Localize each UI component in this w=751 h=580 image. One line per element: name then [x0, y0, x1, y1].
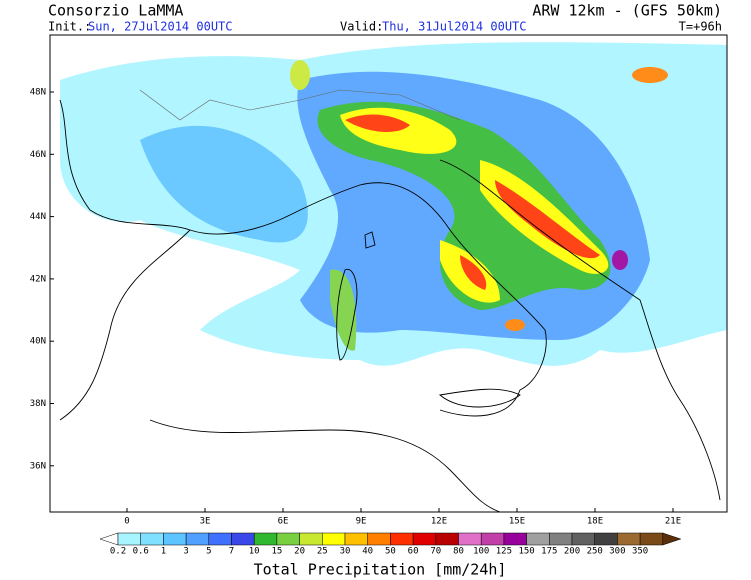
colorbar-label: 250	[587, 547, 603, 557]
colorbar-box	[503, 532, 527, 546]
colorbar-box	[367, 532, 391, 546]
colorbar-box	[458, 532, 482, 546]
coastlines	[59, 89, 721, 512]
lon-label: 18E	[587, 517, 603, 527]
border	[139, 89, 461, 121]
colorbar-label: 30	[340, 547, 351, 557]
init-time: Sun, 27Jul2014 00UTC	[88, 20, 233, 34]
colorbar-box	[231, 532, 255, 546]
colorbar-label: 70	[430, 547, 441, 557]
colorbar-label: 300	[609, 547, 625, 557]
valid-label: Valid:	[340, 20, 383, 34]
colorbar-box	[639, 532, 664, 546]
colorbar-label: 150	[518, 547, 534, 557]
colorbar-label: 25	[317, 547, 328, 557]
colorbar-label: 125	[496, 547, 512, 557]
title: Consorzio LaMMA	[48, 2, 183, 20]
colorbar-box	[549, 532, 573, 546]
coastline	[59, 229, 191, 421]
lon-label: 0	[124, 517, 129, 527]
colorbar-box	[594, 532, 618, 546]
precip-area	[140, 125, 308, 243]
colorbar-end	[99, 532, 119, 546]
island	[336, 231, 376, 361]
colorbar-box	[185, 532, 210, 546]
colorbar-label: 100	[473, 547, 489, 557]
colorbar-box	[390, 532, 414, 546]
colorbar-label: 350	[632, 547, 648, 557]
colorbar-label: 60	[408, 547, 419, 557]
colorbar-title: Total Precipitation [mm/24h]	[254, 561, 507, 579]
lat-label: 42N	[30, 274, 46, 284]
colorbar-box	[276, 532, 300, 546]
colorbar-box	[163, 532, 187, 546]
lat-label: 38N	[30, 399, 46, 409]
coastline	[59, 99, 547, 417]
lat-label: 46N	[30, 150, 46, 160]
colorbar-label: 0.6	[133, 547, 149, 557]
lat-label: 40N	[30, 337, 46, 347]
lat-label: 48N	[30, 88, 46, 98]
colorbar-box	[322, 532, 346, 546]
colorbar-label: 40	[362, 547, 373, 557]
colorbar-box	[571, 532, 595, 546]
colorbar-box	[253, 532, 278, 546]
colorbar-label: 3	[183, 547, 188, 557]
colorbar-label: 5	[206, 547, 211, 557]
colorbar-end	[662, 532, 682, 546]
precip-max	[612, 250, 628, 270]
colorbar-box	[435, 532, 459, 546]
lat-label: 36N	[30, 461, 46, 471]
colorbar-box	[208, 532, 232, 546]
colorbar-box	[344, 532, 368, 546]
colorbar-label: 10	[249, 547, 260, 557]
lon-label: 9E	[356, 517, 367, 527]
colorbar-box	[117, 532, 141, 546]
colorbar-box	[299, 532, 323, 546]
precip-field	[59, 42, 727, 512]
colorbar-label: 7	[229, 547, 234, 557]
precip-area	[330, 269, 357, 351]
coastline	[149, 419, 501, 512]
precip-area	[317, 101, 611, 310]
map-frame	[49, 34, 728, 513]
lon-label: 6E	[278, 517, 289, 527]
lon-label: 21E	[665, 517, 681, 527]
precip-area	[505, 319, 525, 331]
valid-time: Thu, 31Jul2014 00UTC	[382, 20, 527, 34]
colorbar-label: 200	[564, 547, 580, 557]
colorbar-box	[480, 532, 505, 546]
lon-label: 12E	[431, 517, 447, 527]
colorbar-label: 80	[453, 547, 464, 557]
precip-area	[632, 67, 668, 83]
colorbar-label: 175	[541, 547, 557, 557]
colorbar-box	[617, 532, 641, 546]
colorbar-box	[526, 532, 550, 546]
island	[438, 388, 521, 408]
init-label: Init.:	[48, 20, 91, 34]
colorbar-label: 15	[271, 547, 282, 557]
colorbar-label: 0.2	[110, 547, 126, 557]
colorbar-box	[140, 532, 164, 546]
colorbar-label: 50	[385, 547, 396, 557]
colorbar: 0.2 0.6 1 3 5 7 10 15 20 25 30 40 50 60 70 80 100 125 150 1…	[99, 532, 682, 557]
colorbar-label: 20	[294, 547, 305, 557]
colorbar-box	[412, 532, 437, 546]
model: ARW 12km - (GFS 50km)	[532, 2, 722, 20]
lon-label: 15E	[509, 517, 525, 527]
lat-label: 44N	[30, 212, 46, 222]
lead-time: T=+96h	[679, 20, 722, 34]
lon-label: 3E	[200, 517, 211, 527]
coastline	[439, 159, 721, 501]
precip-area	[290, 60, 310, 90]
colorbar-label: 1	[161, 547, 166, 557]
